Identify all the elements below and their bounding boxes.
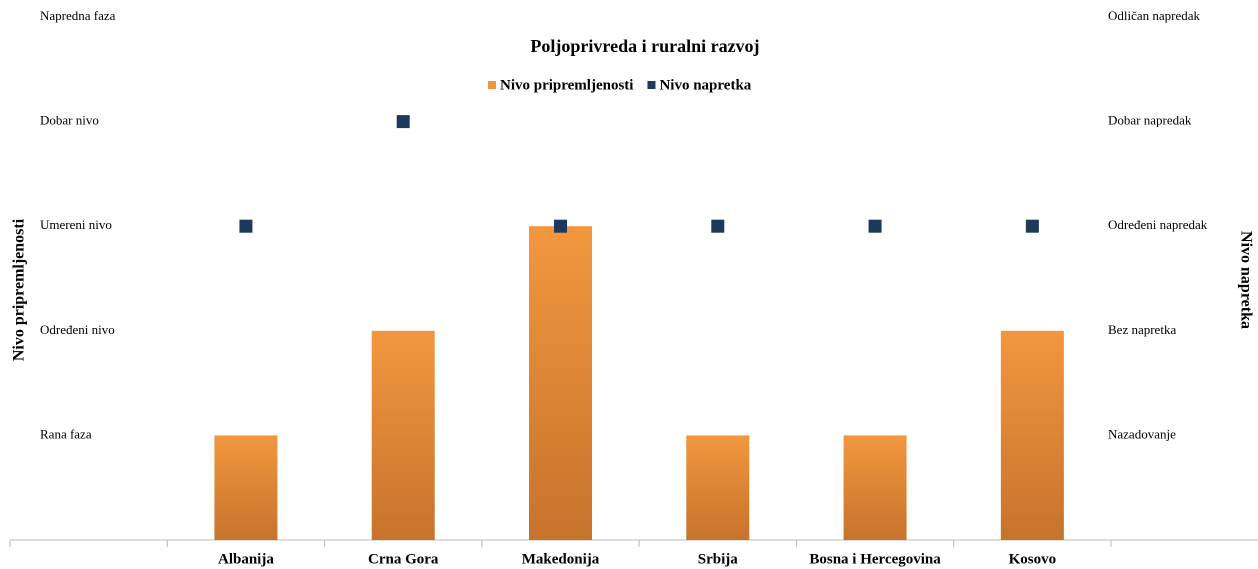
x-tick-label: Crna Gora [368,551,439,567]
marker [1025,219,1039,233]
marker [711,219,725,233]
y2-tick-label: Nazadovanje [1108,426,1176,441]
y2-tick-label: Odličan napredak [1108,8,1201,23]
bar [529,226,592,540]
bar [214,435,278,540]
legend-swatch [647,81,656,89]
bar [843,435,907,540]
legend-label: Nivo pripremljenosti [500,77,633,93]
y-tick-label: Određeni nivo [40,322,115,337]
y2-tick-label: Bez napretka [1108,322,1176,337]
y-axis-label: Nivo pripremljenosti [11,218,28,361]
legend-label: Nivo napretka [659,77,751,93]
y2-axis-label: Nivo napretka [1237,231,1254,329]
x-tick-label: Kosovo [1009,551,1057,567]
y-tick-label: Napredna faza [40,8,116,23]
legend-swatch [488,81,496,89]
marker [868,219,882,233]
x-tick-label: Srbija [698,551,739,567]
y-tick-label: Umereni nivo [40,217,112,232]
marker [554,219,567,233]
x-tick-label: Albanija [218,551,274,567]
y2-tick-label: Određeni napredak [1108,217,1208,232]
bar [686,435,750,540]
y-tick-label: Dobar nivo [40,113,99,128]
bar [1000,330,1064,540]
bar [371,330,435,540]
y2-tick-label: Dobar napredak [1108,113,1192,128]
x-tick-label: Makedonija [522,551,600,567]
marker [239,219,253,233]
y-tick-label: Rana faza [40,426,92,441]
chart-title: Poljoprivreda i ruralni razvoj [530,36,759,56]
marker [396,115,410,129]
x-tick-label: Bosna i Hercegovina [809,551,941,567]
